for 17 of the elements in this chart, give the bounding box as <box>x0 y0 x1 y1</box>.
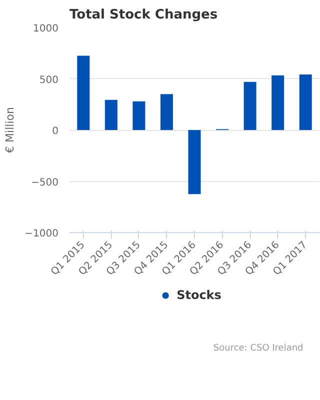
y-axis-title: € Million <box>4 107 17 153</box>
bar <box>77 56 90 130</box>
bar <box>188 130 201 194</box>
bar <box>272 75 284 130</box>
y-tick-label: 500 <box>39 74 59 86</box>
y-tick-label: −500 <box>31 177 59 188</box>
y-tick-label: 1000 <box>33 24 59 34</box>
legend-label: Stocks <box>176 288 222 302</box>
y-tick-label: 0 <box>52 126 59 137</box>
source-note: Source: CSO Ireland <box>213 344 304 354</box>
bar <box>132 101 146 130</box>
bar <box>104 100 118 130</box>
bar <box>299 74 312 130</box>
chart-title: Total Stock Changes <box>70 8 218 22</box>
bar <box>160 94 173 130</box>
y-tick-label: −1000 <box>24 228 58 240</box>
bar <box>244 82 256 130</box>
